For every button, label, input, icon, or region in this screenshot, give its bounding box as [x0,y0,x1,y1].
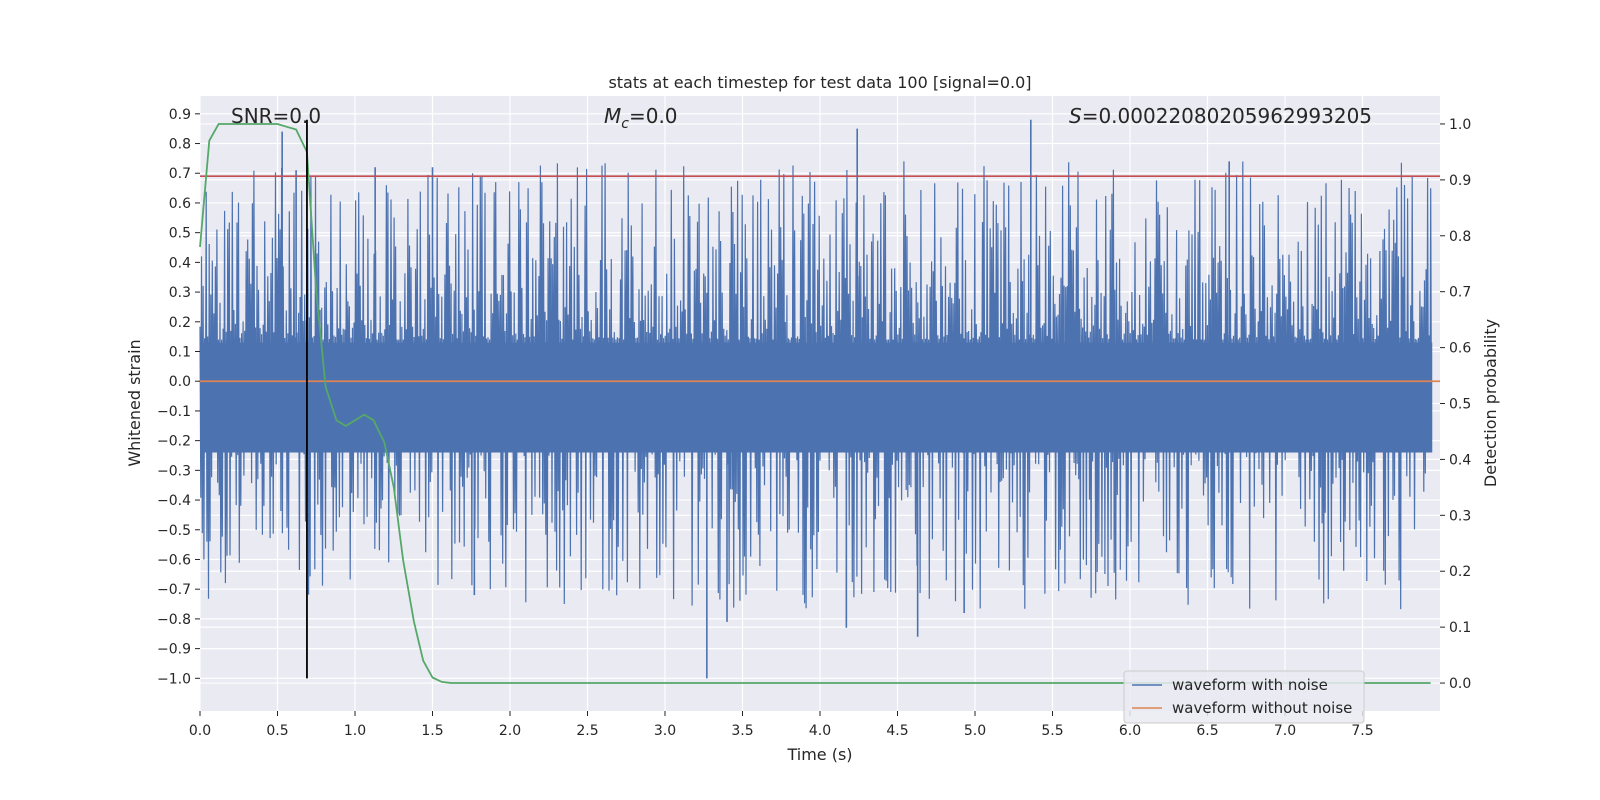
y-left-tick-label: 0.6 [169,196,191,212]
mc-subscript: c [621,116,629,132]
mc-symbol: M [604,104,621,128]
y-left-tick-label: 0.4 [169,255,191,271]
y-right-tick-label: 1.0 [1449,117,1471,133]
x-tick-label: 0.0 [189,723,211,739]
x-tick-label: 1.0 [344,723,366,739]
y-left-tick-label: −0.8 [157,612,191,628]
x-tick-label: 5.0 [964,723,986,739]
y-left-tick-label: 0.0 [169,374,191,390]
y-left-tick-label: 0.5 [169,226,191,242]
chart-title: stats at each timestep for test data 100… [608,73,1031,92]
legend-box [1123,670,1365,724]
x-tick-label: 0.5 [266,723,288,739]
x-tick-label: 7.5 [1351,723,1373,739]
y-left-tick-label: −0.9 [157,642,191,658]
waveform-with-noise-core [200,342,1433,453]
y-axis-right-label: Detection probability [1481,319,1500,487]
y-right-tick-label: 0.5 [1449,397,1471,413]
y-right-tick-label: 0.7 [1449,285,1471,301]
y-left-tick-label: 0.8 [169,137,191,153]
legend: waveform with noise waveform without noi… [1123,670,1365,724]
y-left-tick-label: 0.3 [169,285,191,301]
score-value: =0.00022080205962993205 [1082,104,1372,128]
y-right-tick-label: 0.3 [1449,508,1471,524]
x-tick-label: 3.0 [654,723,676,739]
y-left-tick-label: 0.7 [169,166,191,182]
chirp-mass-annotation: Mc=0.0 [604,104,678,132]
y-left-tick-label: −0.3 [157,463,191,479]
y-left-tick-label: −1.0 [157,671,191,687]
y-left-tick-label: −0.4 [157,493,191,509]
y-axis-left-label: Whitened strain [125,339,144,466]
y-right-tick-label: 0.8 [1449,229,1471,245]
y-left-tick-label: 0.1 [169,345,191,361]
y-right-tick-label: 0.2 [1449,564,1471,580]
snr-annotation: SNR=0.0 [231,104,321,128]
detection-probability-line [199,123,1431,684]
x-tick-label: 7.0 [1274,723,1296,739]
x-tick-label: 4.5 [886,723,908,739]
mc-value: =0.0 [629,104,678,128]
legend-label-clean: waveform without noise [1172,699,1352,717]
y-left-tick-label: −0.5 [157,523,191,539]
x-axis-label: Time (s) [786,745,852,764]
x-tick-label: 1.5 [421,723,443,739]
y-left-tick-label: 0.9 [169,107,191,123]
x-tick-label: 6.0 [1119,723,1141,739]
score-symbol: S [1069,104,1082,128]
y-left-tick-label: 0.2 [169,315,191,331]
y-right-tick-label: 0.9 [1449,173,1471,189]
y-right-tick-label: 0.6 [1449,341,1471,357]
x-tick-label: 2.5 [576,723,598,739]
y-left-tick-label: −0.7 [157,582,191,598]
legend-label-noise: waveform with noise [1172,676,1328,694]
x-tick-label: 2.0 [499,723,521,739]
x-tick-label: 5.5 [1041,723,1063,739]
ticks: 0.0 0.5 1.0 1.5 2.0 2.5 3.0 3.5 4.0 4.5 5.0 5.5 6.0 6… [157,107,1471,739]
x-tick-label: 4.0 [809,723,831,739]
y-right-tick-label: 0.0 [1449,676,1471,692]
x-tick-label: 6.5 [1196,723,1218,739]
y-left-tick-label: −0.1 [157,404,191,420]
y-right-tick-label: 0.4 [1449,452,1471,468]
y-right-tick-label: 0.1 [1449,620,1471,636]
score-annotation: S=0.00022080205962993205 [1069,104,1372,128]
y-left-tick-label: −0.2 [157,434,191,450]
lines [199,119,1440,684]
x-tick-label: 3.5 [731,723,753,739]
y-left-tick-label: −0.6 [157,552,191,568]
